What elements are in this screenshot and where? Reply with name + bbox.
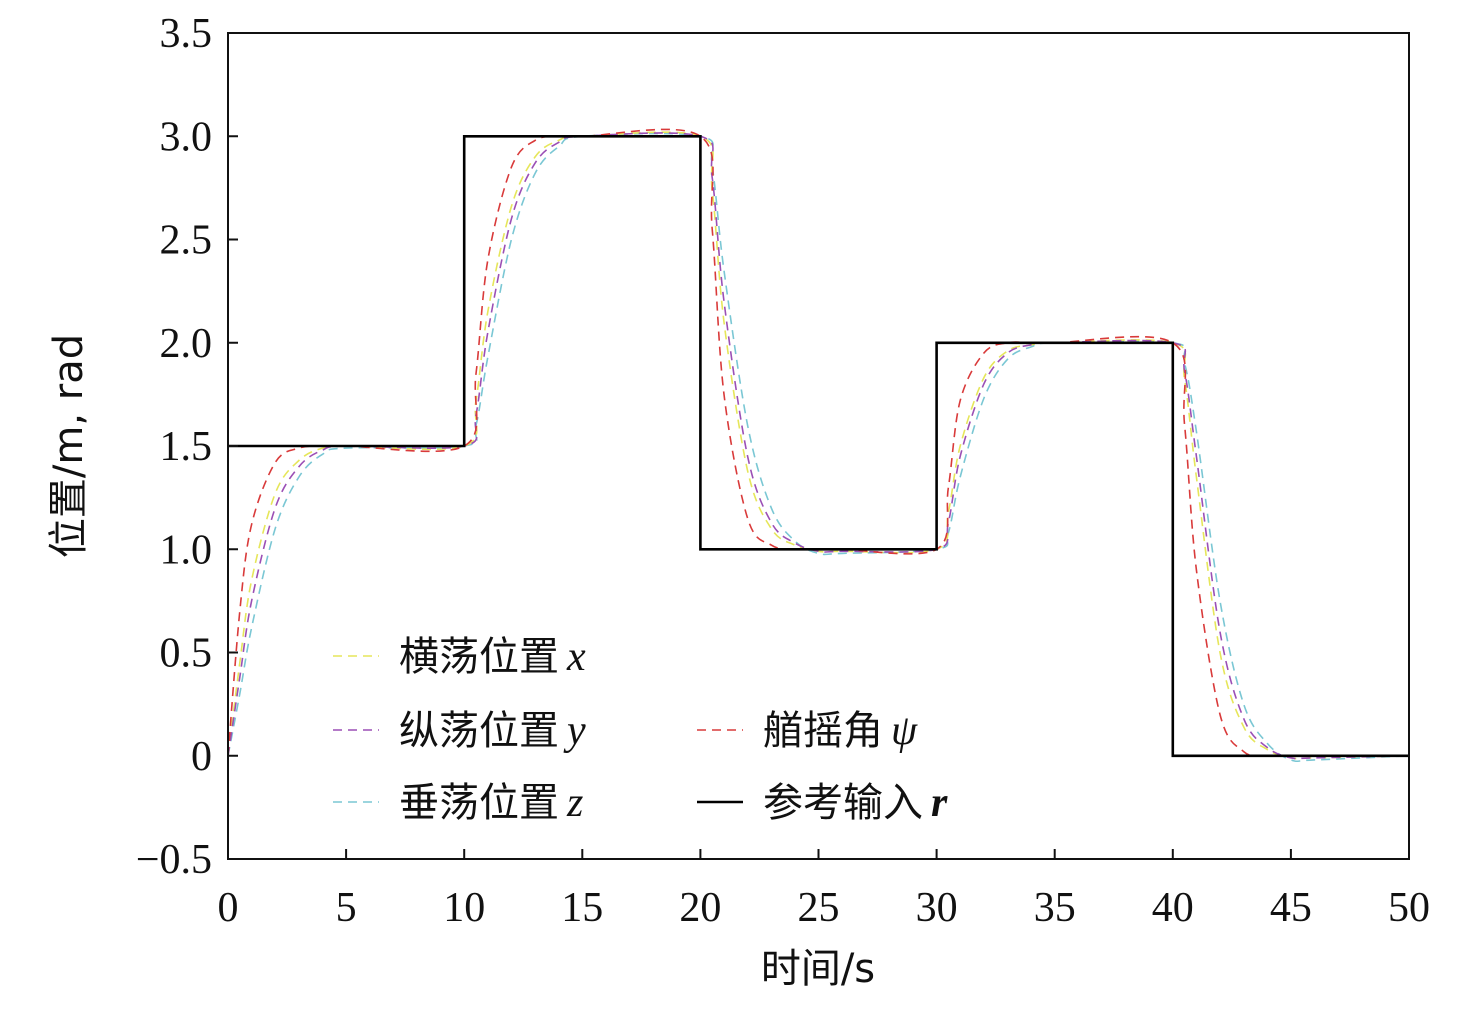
series-line-z [227,132,1410,763]
y-tick-label: 3.5 [160,11,213,57]
x-tick-label: 10 [443,885,485,931]
legend-label: 参考输入 [763,780,923,826]
x-tick-label: 5 [336,885,357,931]
x-tick-label: 0 [218,885,239,931]
y-tick-label: 1.5 [160,424,213,470]
x-tick-label: 30 [916,885,958,931]
legend-label: 纵荡位置 [399,708,559,754]
y-tick-label: 3.0 [160,114,213,160]
legend-label: 垂荡位置 [399,780,559,826]
y-tick-label: 0 [191,734,212,780]
reference-line [228,135,1409,758]
y-axis-label: 位置/m, rad [46,334,92,558]
x-tick-label: 45 [1270,885,1312,931]
x-tick-label: 50 [1388,885,1430,931]
x-tick-label: 25 [798,885,840,931]
x-tick-label: 15 [561,885,603,931]
x-tick-label: 40 [1152,885,1194,931]
legend-symbol: ψ [891,708,918,754]
legend-entry-z: 垂荡位置 z [333,780,583,826]
legend-symbol: r [931,780,948,826]
legend-entry-ψ: 艏摇角 ψ [697,708,918,754]
legend-symbol: z [566,780,583,826]
y-tick-label: −0.5 [136,837,212,883]
x-tick-label: 20 [679,885,721,931]
legend-symbol: x [566,634,586,680]
y-tick-label: 2.0 [160,321,213,367]
legend-entry-y: 纵荡位置 y [333,708,586,754]
y-tick-label: 2.5 [160,218,213,264]
legend-entry-x: 横荡位置 x [333,634,586,680]
legend-label: 艏摇角 [763,708,883,754]
legend-label: 横荡位置 [399,634,559,680]
legend-entry-r: 参考输入 r [697,780,948,826]
y-tick-label: 1.0 [160,527,213,573]
y-tick-label: 0.5 [160,631,213,677]
reference-layer [228,135,1409,758]
ticks-layer: 0 5 10 15 20 25 30 35 40 45 50−0.500.51.01.52.02.5… [136,11,1430,931]
legend-symbol: y [563,708,586,754]
x-tick-label: 35 [1034,885,1076,931]
x-axis-label: 时间/s [761,946,875,992]
